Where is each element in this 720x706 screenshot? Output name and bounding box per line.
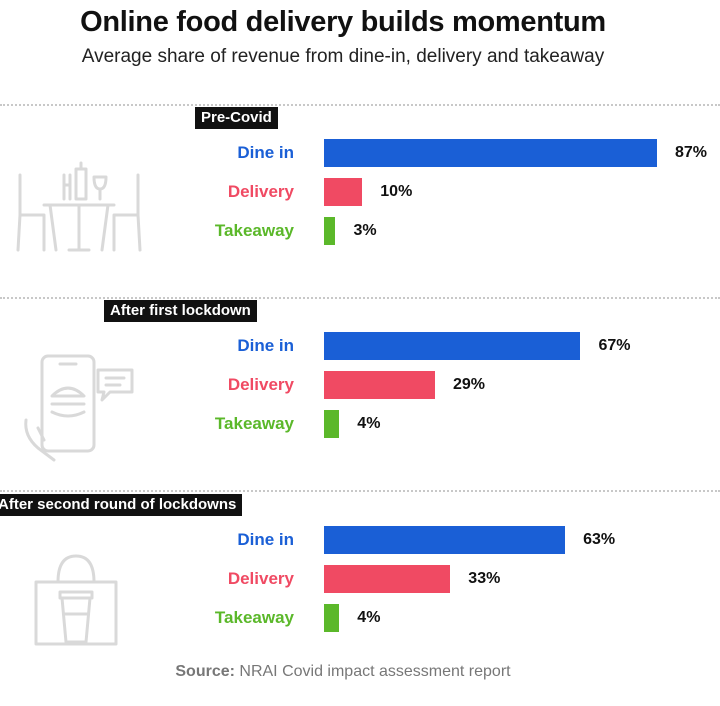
group-label: Pre-Covid — [195, 107, 278, 129]
takeaway-bag-icon — [14, 542, 144, 657]
group-label: After first lockdown — [104, 300, 257, 322]
value-label-dine-in: 67% — [598, 337, 631, 354]
category-label-delivery: Delivery — [227, 182, 294, 201]
bar-dine-in — [324, 139, 657, 167]
category-label-dine-in: Dine in — [237, 336, 294, 355]
chart-title: Online food delivery builds momentum — [80, 6, 606, 38]
value-label-takeaway: 4% — [357, 609, 381, 626]
value-label-delivery: 33% — [468, 570, 501, 587]
value-label-takeaway: 4% — [357, 415, 381, 432]
category-label-dine-in: Dine in — [237, 143, 294, 162]
bar-delivery — [324, 371, 435, 399]
category-label-takeaway: Takeaway — [214, 221, 294, 240]
category-label-takeaway: Takeaway — [214, 414, 294, 433]
value-label-delivery: 10% — [380, 183, 413, 200]
restaurant-table-icon — [14, 155, 144, 270]
category-label-delivery: Delivery — [227, 569, 294, 588]
category-label-takeaway: Takeaway — [214, 608, 294, 627]
category-label-dine-in: Dine in — [237, 530, 294, 549]
group-pre-covid: Pre-Covid Dine in 87% Delivery 10% Takeaway 3… — [0, 107, 720, 267]
value-label-dine-in: 63% — [583, 531, 616, 548]
divider — [0, 104, 720, 106]
divider — [0, 297, 720, 299]
group-after-first-lockdown: After first lockdown Dine in 67% Delivery 2… — [0, 300, 720, 463]
bar-takeaway — [324, 410, 340, 438]
bar-delivery — [324, 178, 363, 206]
chart-subtitle: Average share of revenue from dine-in, d… — [81, 46, 605, 67]
divider — [0, 490, 720, 492]
bar-dine-in — [324, 332, 581, 360]
source-note: Source: NRAI Covid impact assessment rep… — [0, 663, 686, 681]
group-after-second-round: After second round of lockdowns Dine in 6… — [0, 494, 720, 654]
bar-takeaway — [324, 604, 340, 632]
phone-order-icon — [14, 348, 144, 463]
source-label: Source: — [175, 663, 235, 680]
source-text: NRAI Covid impact assessment report — [234, 663, 511, 680]
bar-dine-in — [324, 526, 566, 554]
value-label-takeaway: 3% — [353, 222, 377, 239]
group-label: After second round of lockdowns — [0, 494, 243, 516]
bar-delivery — [324, 565, 451, 593]
value-label-delivery: 29% — [453, 376, 486, 393]
bar-takeaway — [324, 217, 336, 245]
value-label-dine-in: 87% — [675, 144, 708, 161]
category-label-delivery: Delivery — [227, 375, 294, 394]
